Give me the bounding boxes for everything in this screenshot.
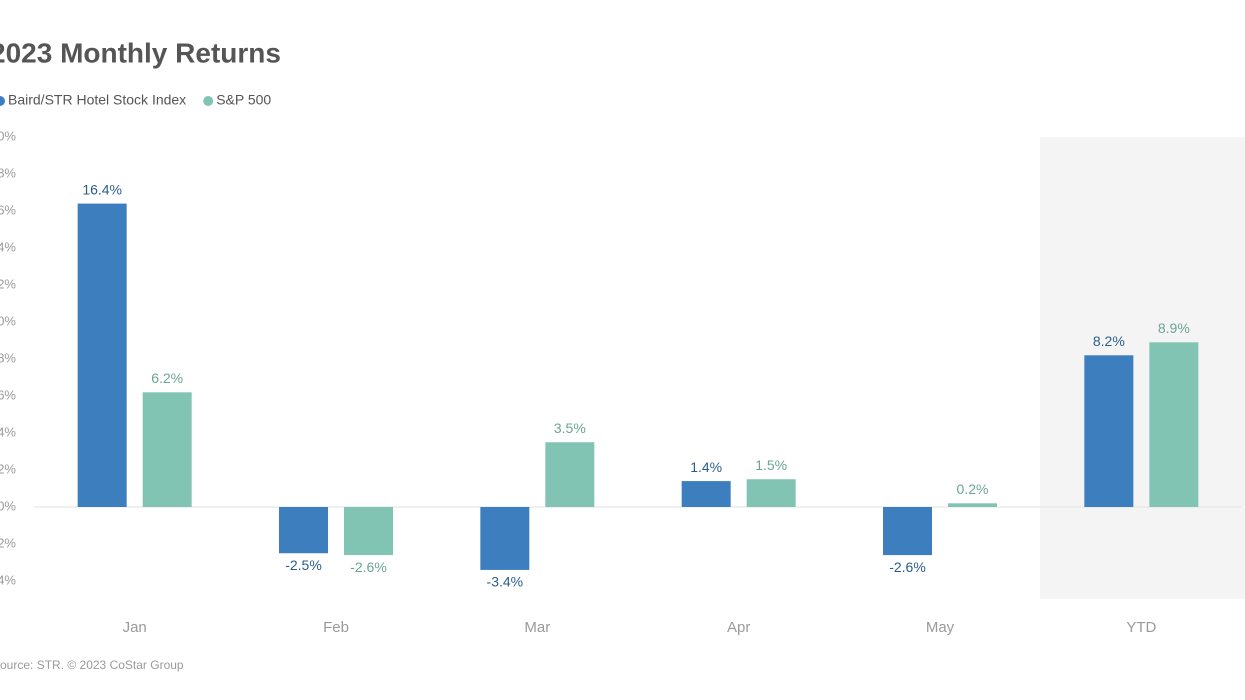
bar xyxy=(344,507,393,556)
y-tick-label: -4% xyxy=(0,572,16,587)
bar xyxy=(883,507,932,556)
y-tick-label: 4% xyxy=(0,424,16,439)
x-tick-label: Jan xyxy=(123,619,147,636)
bar xyxy=(279,507,328,554)
value-label: 8.2% xyxy=(1093,333,1125,349)
x-tick-label: May xyxy=(926,619,955,636)
value-label: -2.6% xyxy=(350,559,387,575)
y-tick-label: 8% xyxy=(0,350,16,365)
source: Source: STR. © 2023 CoStar Group xyxy=(0,658,184,672)
y-tick-label: 16% xyxy=(0,202,16,217)
y-tick-label: -2% xyxy=(0,535,16,550)
bar xyxy=(545,442,595,507)
chart-title: 2023 Monthly Returns xyxy=(0,37,281,68)
bar xyxy=(1084,355,1134,507)
value-label: 1.4% xyxy=(690,459,722,475)
legend-label: Baird/STR Hotel Stock Index xyxy=(8,92,186,108)
y-tick-label: 12% xyxy=(0,276,16,291)
value-label: -3.4% xyxy=(487,574,524,590)
y-tick-label: 10% xyxy=(0,313,16,328)
ytd-highlight xyxy=(1040,137,1245,599)
value-label: -2.5% xyxy=(285,557,322,573)
bar xyxy=(746,479,796,507)
y-tick-label: 6% xyxy=(0,387,16,402)
value-label: 6.2% xyxy=(151,370,183,386)
bar xyxy=(142,392,192,507)
y-tick-label: 14% xyxy=(0,239,16,254)
x-tick-label: YTD xyxy=(1126,619,1156,636)
y-tick-label: 0% xyxy=(0,498,16,513)
legend-marker xyxy=(203,96,214,106)
y-tick-label: 20% xyxy=(0,128,16,143)
value-label: 8.9% xyxy=(1158,320,1190,336)
x-tick-label: Apr xyxy=(727,619,750,636)
legend-marker xyxy=(0,96,5,106)
value-label: 16.4% xyxy=(82,181,122,197)
x-tick-label: Mar xyxy=(524,619,550,636)
value-label: -2.6% xyxy=(889,559,926,575)
bar xyxy=(480,507,530,570)
bar xyxy=(1149,342,1199,507)
bar xyxy=(77,203,127,507)
legend-label: S&P 500 xyxy=(216,92,271,108)
value-label: 3.5% xyxy=(554,420,586,436)
y-tick-label: 18% xyxy=(0,165,16,180)
bar xyxy=(681,481,731,507)
y-tick-label: 2% xyxy=(0,461,16,476)
value-label: 0.2% xyxy=(957,481,989,497)
value-label: 1.5% xyxy=(755,457,787,473)
x-tick-label: Feb xyxy=(323,619,349,636)
bar xyxy=(948,503,997,507)
